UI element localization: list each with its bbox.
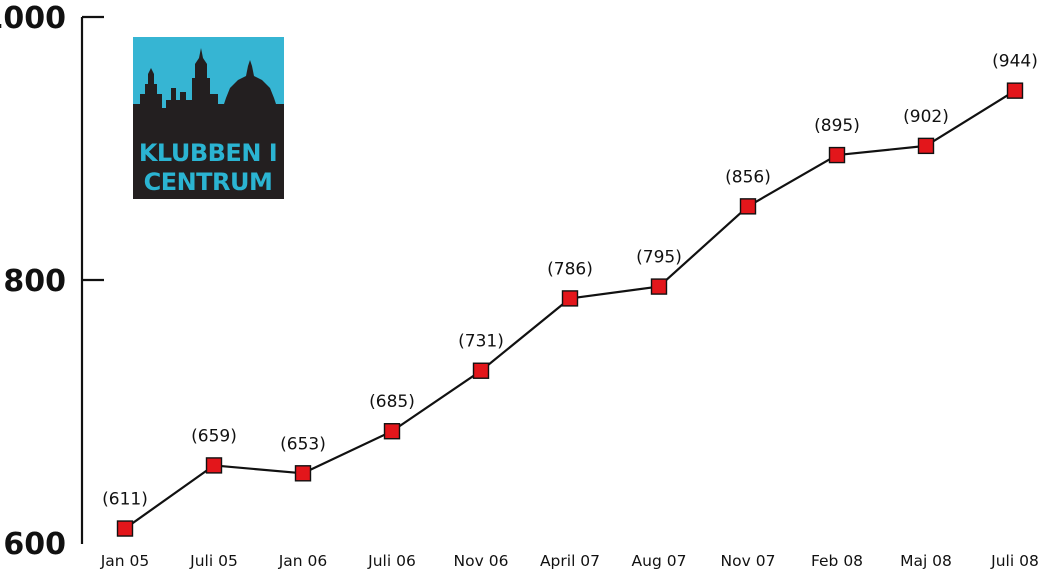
x-tick-label: Jan 05 bbox=[100, 552, 150, 570]
logo-text-line2: CENTRUM bbox=[144, 168, 273, 196]
data-point-marker bbox=[383, 423, 401, 440]
data-label: (659) bbox=[191, 426, 237, 446]
x-tick-label: Aug 07 bbox=[632, 552, 687, 570]
x-tick-label: Jan 06 bbox=[278, 552, 328, 570]
y-tick-label: 800 bbox=[3, 264, 66, 299]
logo-text-line1: KLUBBEN I bbox=[139, 139, 277, 167]
y-tick-label: 1000 bbox=[0, 1, 66, 36]
x-tick-label: Nov 07 bbox=[721, 552, 776, 570]
data-label: (944) bbox=[992, 52, 1038, 72]
y-axis: 600 800 1000 Jan 05 Juli 05 Jan 06 Juli 06 Nov … bbox=[0, 1, 1039, 570]
y-tick-label: 600 bbox=[3, 527, 66, 562]
data-label: (685) bbox=[369, 392, 415, 412]
data-label: (786) bbox=[547, 259, 593, 279]
data-point-marker bbox=[739, 198, 757, 215]
label-layer: (611) (659) (653) (685) (731) (786) (795) (856)… bbox=[102, 52, 1038, 510]
data-label: (795) bbox=[636, 248, 682, 268]
x-tick-label: Nov 06 bbox=[454, 552, 509, 570]
data-label: (895) bbox=[814, 116, 860, 136]
data-point-marker bbox=[561, 290, 579, 307]
data-label: (611) bbox=[102, 490, 148, 510]
data-point-marker bbox=[294, 465, 312, 482]
data-label: (902) bbox=[903, 107, 949, 127]
data-point-marker bbox=[828, 146, 846, 164]
data-point-marker bbox=[116, 520, 134, 537]
skyline-icon bbox=[133, 48, 284, 120]
data-point-marker bbox=[472, 362, 490, 379]
x-tick-label: Juli 06 bbox=[367, 552, 416, 570]
data-label: (856) bbox=[725, 167, 771, 187]
x-tick-label: Juli 05 bbox=[189, 552, 238, 570]
x-tick-label: Feb 08 bbox=[811, 552, 863, 570]
data-point-marker bbox=[650, 278, 668, 295]
data-point-marker bbox=[917, 137, 935, 155]
marker-layer bbox=[116, 82, 1024, 537]
x-tick-label: April 07 bbox=[540, 552, 600, 570]
data-label: (653) bbox=[280, 434, 326, 454]
klubben-i-centrum-logo: KLUBBEN I CENTRUM bbox=[133, 37, 284, 199]
x-tick-label: Juli 08 bbox=[990, 552, 1039, 570]
data-point-marker bbox=[1006, 82, 1024, 99]
data-label: (731) bbox=[458, 332, 504, 352]
x-tick-label: Maj 08 bbox=[900, 552, 952, 570]
data-point-marker bbox=[205, 457, 223, 474]
